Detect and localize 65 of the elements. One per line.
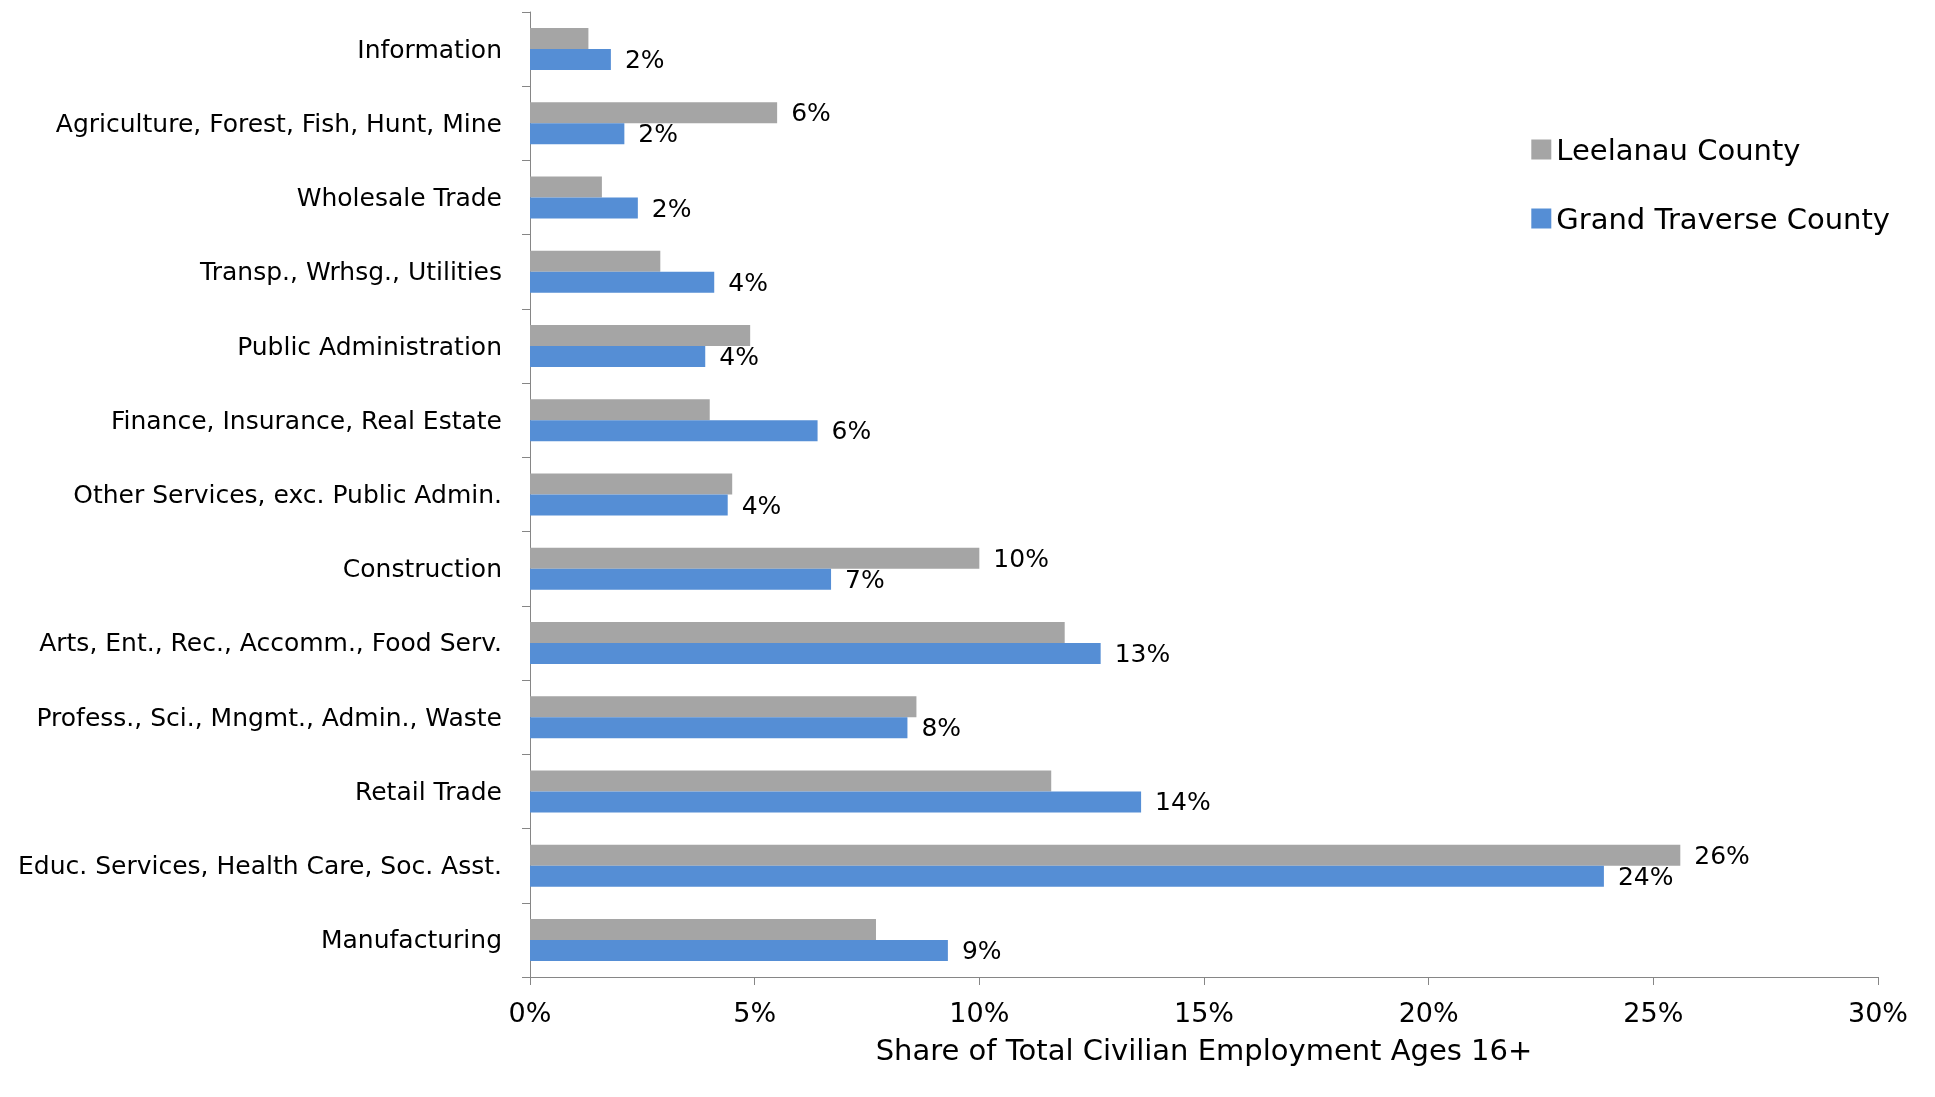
data-label: 26% [1694, 840, 1750, 870]
x-axis-title: Share of Total Civilian Employment Ages 16+ [875, 1032, 1533, 1067]
bar [530, 844, 1681, 866]
bar [530, 642, 1101, 664]
x-tick-label: 20% [1398, 997, 1459, 1028]
bar [530, 770, 1052, 792]
legend-label: Leelanau County [1556, 132, 1801, 167]
bar [530, 568, 832, 590]
data-label: 2% [651, 193, 692, 223]
bar [530, 346, 706, 368]
x-tick-label: 25% [1623, 997, 1684, 1028]
y-tick-label: Information [357, 34, 502, 64]
data-label: 4% [741, 490, 782, 520]
y-tick-label: Profess., Sci., Mngmt., Admin., Waste [36, 702, 502, 732]
y-tick-label: Transp., Wrhsg., Utilities [199, 257, 502, 287]
data-label: 13% [1114, 638, 1171, 668]
bar [530, 271, 715, 293]
x-tick-label: 5% [733, 997, 777, 1028]
bar [530, 250, 661, 272]
bar [530, 621, 1065, 643]
data-label: 7% [845, 564, 885, 594]
y-tick-label: Agriculture, Forest, Fish, Hunt, Mine [55, 108, 502, 138]
data-label: 4% [728, 267, 768, 297]
data-label: 2% [624, 45, 665, 75]
data-label: 2% [638, 119, 679, 149]
bar [530, 791, 1142, 813]
y-tick-label: Educ. Services, Health Care, Soc. Asst. [18, 851, 502, 881]
data-label: 9% [961, 935, 1002, 965]
bar [530, 102, 778, 124]
data-label: 6% [791, 98, 831, 128]
bar [530, 547, 980, 569]
legend-label: Grand Traverse County [1556, 201, 1890, 236]
x-tick-label: 0% [508, 997, 552, 1028]
bar [530, 197, 638, 219]
bar [530, 420, 818, 442]
data-label: 14% [1155, 787, 1211, 817]
y-tick-label: Retail Trade [354, 776, 502, 806]
data-label: 6% [831, 416, 872, 446]
bar [530, 176, 602, 198]
bar [530, 28, 589, 50]
x-tick-label: 15% [1173, 997, 1235, 1028]
bar [530, 399, 710, 421]
bar [530, 696, 917, 718]
x-tick-label: 10% [949, 997, 1010, 1028]
data-label: 8% [921, 713, 962, 743]
y-tick-label: Arts, Ent., Rec., Accomm., Food Serv. [39, 628, 502, 658]
y-tick-label: Construction [342, 554, 502, 584]
bar [530, 49, 611, 71]
bar [530, 717, 908, 739]
bar [530, 473, 733, 495]
data-label: 10% [993, 543, 1049, 573]
bar [530, 939, 948, 961]
y-tick-label: Other Services, exc. Public Admin. [73, 480, 502, 509]
data-label: 4% [719, 342, 759, 372]
bar [530, 918, 876, 940]
bar [530, 494, 728, 516]
bar [530, 123, 625, 145]
data-label: 24% [1617, 861, 1674, 891]
x-tick-label: 30% [1847, 997, 1909, 1028]
bar [530, 325, 751, 347]
y-tick-label: Finance, Insurance, Real Estate [110, 405, 502, 435]
y-tick-label: Public Administration [237, 331, 502, 361]
y-tick-label: Manufacturing [320, 925, 502, 955]
y-tick-label: Wholesale Trade [296, 183, 502, 213]
bar [530, 865, 1604, 887]
